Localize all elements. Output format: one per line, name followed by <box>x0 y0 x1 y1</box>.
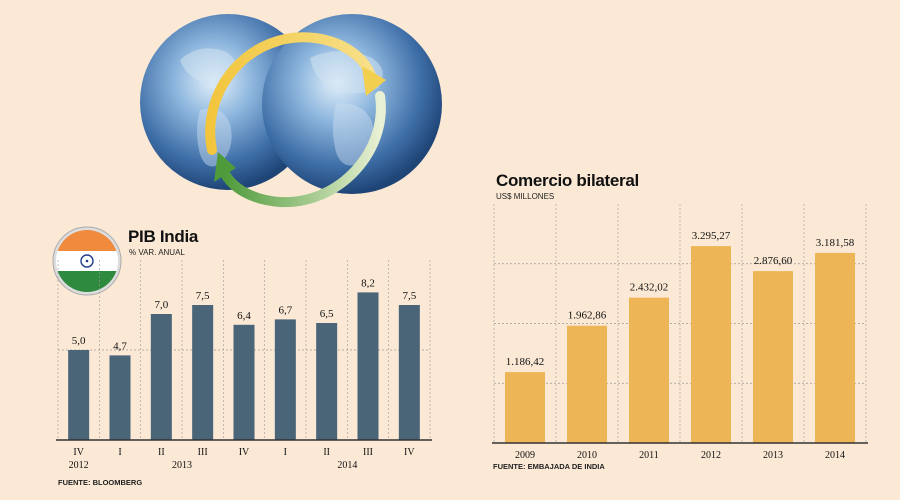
gdp-bar <box>316 323 338 440</box>
globes-illustration <box>140 14 442 208</box>
trade-bar <box>629 297 669 443</box>
gdp-bar <box>109 355 131 440</box>
gdp-bar <box>150 314 172 440</box>
gdp-bar <box>398 305 420 440</box>
trade-year-label: 2013 <box>763 450 783 461</box>
gdp-quarter-label: II <box>158 447 165 458</box>
trade-bar <box>567 325 607 443</box>
gdp-year-label: 2014 <box>337 460 357 471</box>
gdp-bar <box>192 305 214 440</box>
gdp-value-label: 4,7 <box>113 340 127 352</box>
gdp-value-label: 6,4 <box>237 310 251 322</box>
gdp-quarter-label: IV <box>73 447 84 458</box>
gdp-value-label: 7,5 <box>402 290 416 302</box>
gdp-quarter-label: IV <box>404 447 415 458</box>
gdp-value-label: 5,0 <box>72 335 86 347</box>
globe-right <box>262 14 442 194</box>
gdp-chart-source: FUENTE: BLOOMBERG <box>58 478 143 487</box>
gdp-value-label: 8,2 <box>361 277 375 289</box>
gdp-value-label: 6,5 <box>320 308 334 320</box>
trade-value-label: 2.876,60 <box>754 255 793 267</box>
trade-year-label: 2010 <box>577 450 597 461</box>
trade-bar <box>505 372 545 443</box>
gdp-year-label: 2012 <box>69 460 89 471</box>
trade-year-label: 2014 <box>825 450 845 461</box>
trade-year-label: 2011 <box>639 450 659 461</box>
trade-value-label: 2.432,02 <box>630 282 669 294</box>
gdp-value-label: 7,5 <box>196 290 210 302</box>
trade-value-label: 3.181,58 <box>816 237 855 249</box>
gdp-quarter-label: I <box>284 447 287 458</box>
gdp-value-label: 7,0 <box>154 299 168 311</box>
gdp-bar <box>233 324 255 440</box>
gdp-year-label: 2013 <box>172 460 192 471</box>
trade-value-label: 1.962,86 <box>568 310 607 322</box>
gdp-quarter-label: II <box>323 447 330 458</box>
trade-bar <box>815 252 855 443</box>
gdp-bar <box>68 350 90 440</box>
gdp-quarter-label: IV <box>239 447 250 458</box>
india-flag-icon <box>52 226 122 296</box>
trade-bar <box>691 246 731 443</box>
globe-left <box>140 14 316 190</box>
trade-chart-source: FUENTE: EMBAJADA DE INDIA <box>493 462 605 471</box>
trade-chart-subtitle: US$ MILLONES <box>496 192 555 201</box>
exchange-arrows-icon <box>205 32 386 208</box>
gdp-bar <box>274 319 296 440</box>
gdp-chart-title: PIB India <box>128 227 199 246</box>
trade-chart-title: Comercio bilateral <box>496 171 639 190</box>
gdp-chart-subtitle: % VAR. ANUAL <box>129 248 185 257</box>
gdp-quarter-label: III <box>363 447 373 458</box>
gdp-quarter-label: I <box>118 447 121 458</box>
trade-bar <box>753 271 793 443</box>
trade-year-label: 2009 <box>515 450 535 461</box>
trade-value-label: 3.295,27 <box>692 230 731 242</box>
gdp-quarter-label: III <box>198 447 208 458</box>
trade-value-label: 1.186,42 <box>506 356 545 368</box>
gdp-value-label: 6,7 <box>278 304 292 316</box>
gdp-bar <box>357 292 379 440</box>
trade-year-label: 2012 <box>701 450 721 461</box>
